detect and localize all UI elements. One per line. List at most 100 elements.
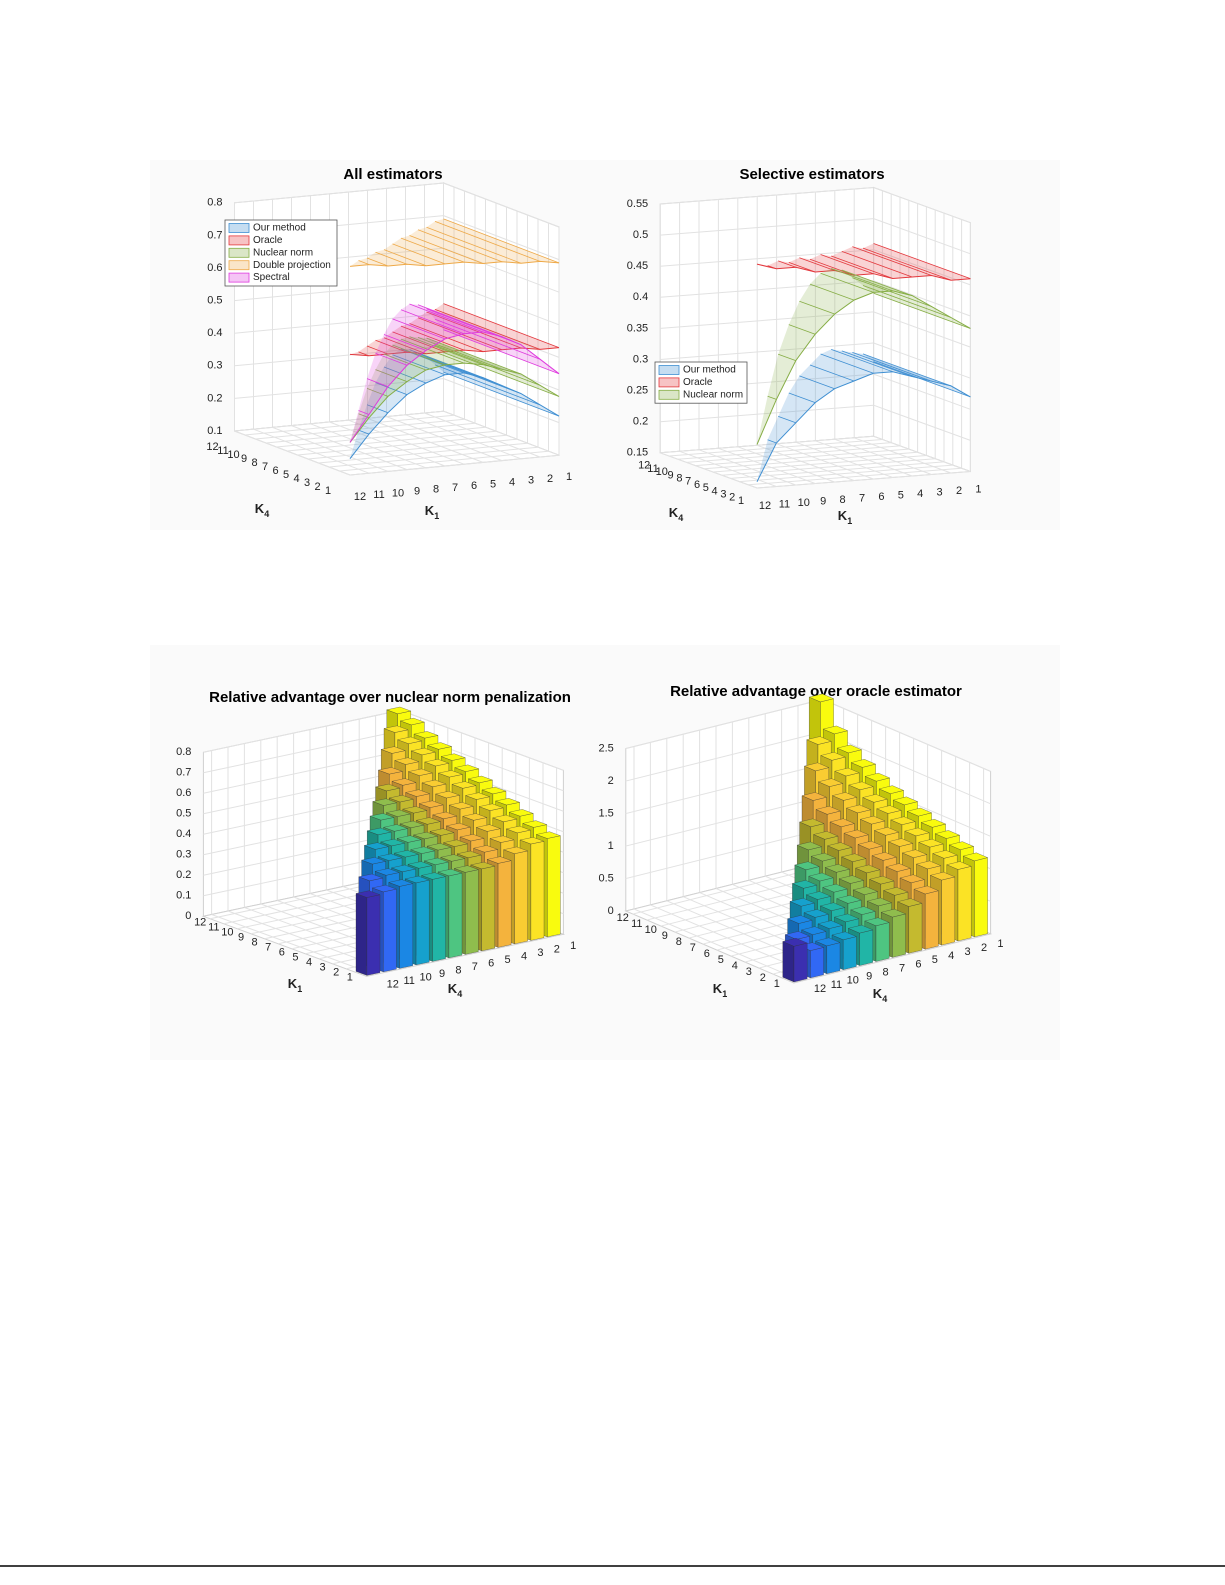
mesh-line [443, 303, 560, 348]
grid-line [686, 445, 901, 463]
bar-top [508, 809, 535, 817]
k1-tick-label: 1 [774, 978, 780, 990]
bar-top [421, 779, 447, 788]
mesh-line [426, 226, 522, 264]
legend-label: Our method [683, 365, 736, 376]
k1-tick-label: 12 [759, 500, 771, 512]
axis-label-main: K [448, 981, 458, 996]
grid-line [695, 448, 909, 467]
bar-top [801, 792, 828, 801]
surface-patch [778, 260, 816, 272]
surface-patch [799, 365, 854, 389]
mesh-line [434, 364, 541, 406]
k1-tick-label: 2 [547, 473, 553, 485]
surface-patch [375, 334, 426, 366]
chart-title: Relative advantage over nuclear norm pen… [209, 689, 571, 706]
surface-patch [401, 304, 483, 334]
bar-front [974, 857, 988, 938]
mesh-line [873, 243, 971, 280]
k1-tick-label: 2 [333, 967, 339, 979]
mesh-line [392, 243, 446, 265]
bar-top [399, 820, 425, 829]
mesh-line [778, 260, 796, 268]
bar-front [957, 865, 972, 942]
grid-line [757, 444, 855, 481]
mesh-line [426, 337, 522, 375]
bar-top [502, 846, 529, 854]
bar-side [782, 941, 795, 983]
bar-top [472, 845, 499, 853]
grid-line [328, 446, 539, 468]
surface-patch [418, 312, 521, 350]
legend-swatch [228, 272, 250, 283]
bar-top [393, 850, 420, 858]
z-tick-label: 0.8 [207, 197, 222, 209]
k1-tick-label: 6 [704, 948, 710, 960]
axis-label-main: K [669, 505, 679, 520]
chart-title: Selective estimators [739, 166, 884, 183]
bar-top [459, 834, 485, 842]
bar-top [409, 846, 436, 854]
bar-top [948, 841, 975, 850]
bar-top [822, 725, 849, 735]
mesh-line [409, 303, 484, 333]
bar-top [491, 814, 518, 823]
mesh-line [809, 364, 855, 382]
bar-top [791, 880, 818, 889]
bar-top [393, 757, 420, 765]
bar-top [475, 824, 502, 832]
grid-line [660, 187, 874, 205]
surface-patch [767, 354, 796, 400]
bar-top [360, 857, 387, 865]
legend-label: Oracle [253, 235, 283, 246]
grid-line [873, 435, 971, 472]
surface-patch [384, 318, 445, 351]
axis-label: K4 [873, 986, 887, 1004]
bar-top [494, 798, 521, 806]
bar-top [915, 860, 942, 870]
mesh-line [841, 350, 913, 377]
mesh-line [417, 336, 503, 370]
bar-top [833, 913, 860, 923]
k4-tick-label: 12 [638, 460, 650, 472]
surface-patch [350, 351, 369, 356]
bar-top [831, 792, 858, 801]
k4-tick-label: 2 [729, 492, 735, 504]
bar-top [887, 838, 914, 847]
bar-top [782, 937, 808, 947]
legend-box [224, 219, 338, 287]
k4-tick-label: 7 [262, 461, 268, 473]
bar-top [904, 827, 930, 837]
surface-patch [375, 337, 426, 354]
k4-tick-label: 2 [554, 943, 560, 955]
grid-line [748, 467, 962, 486]
mesh-line [809, 258, 855, 276]
mesh-line [392, 318, 446, 340]
bar-top [464, 792, 491, 800]
k4-tick-label: 1 [997, 938, 1003, 950]
z-tick-label: 0.15 [627, 447, 648, 459]
z-tick-label: 0.3 [176, 849, 191, 861]
bar-top [805, 891, 832, 900]
axis-label-main: K [873, 986, 883, 1001]
k1-tick-label: 3 [746, 966, 752, 978]
axis-label-sub: 4 [882, 994, 887, 1004]
bar-top [383, 725, 409, 733]
bar-top [434, 790, 461, 799]
surface-patch [401, 336, 483, 365]
mesh-line [400, 309, 465, 335]
grid-line [625, 828, 823, 880]
grid-line [310, 423, 427, 469]
z-tick-label: 0.35 [627, 322, 648, 334]
bar-top [845, 804, 872, 814]
bar-top [850, 906, 876, 915]
grid-line [822, 698, 991, 772]
k1-tick-label: 12 [354, 491, 366, 503]
bar-top [896, 898, 923, 907]
k4-tick-label: 12 [387, 978, 399, 990]
surface-patch [767, 416, 796, 443]
bar-top [822, 883, 848, 893]
bar-top [478, 803, 505, 811]
